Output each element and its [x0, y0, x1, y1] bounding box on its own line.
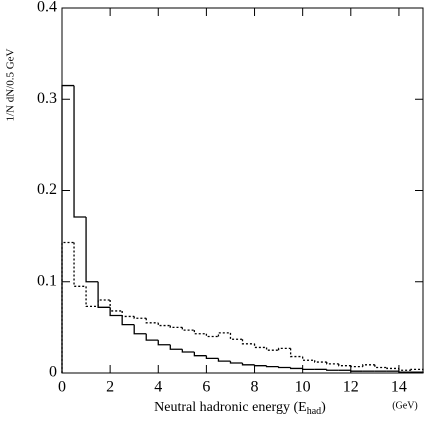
x-axis-label-main: Neutral hadronic energy (E: [154, 400, 307, 415]
y-tick-label: 0.3: [37, 90, 57, 107]
histogram-step: [85, 286, 99, 308]
histogram-step: [265, 347, 279, 351]
histogram-step: [61, 84, 75, 373]
histogram-step: [338, 363, 351, 367]
histogram-step: [169, 344, 183, 350]
histogram-step: [217, 332, 231, 337]
x-axis-label-sub: had: [307, 406, 321, 417]
histogram-step: [410, 368, 424, 373]
histogram-step: [109, 300, 123, 312]
histogram-step: [302, 356, 315, 361]
histogram-step: [217, 358, 231, 362]
y-tick-label: 0.2: [37, 181, 57, 198]
histogram-step: [314, 360, 327, 363]
histogram-step: [169, 325, 183, 329]
histogram-step: [121, 315, 135, 326]
x-tick-label: 6: [202, 379, 210, 396]
histogram-step: [241, 362, 255, 366]
histogram-step: [374, 364, 387, 369]
histogram-step: [289, 348, 303, 358]
histogram-step: [193, 352, 207, 357]
y-tick-label: 0.1: [37, 272, 57, 289]
histogram-step: [362, 364, 375, 367]
histogram-step: [229, 361, 243, 364]
histogram-step: [386, 367, 399, 370]
histogram-step: [326, 362, 339, 365]
histogram-step: [289, 367, 303, 370]
histogram-step: [145, 333, 159, 341]
histogram-step: [398, 368, 411, 371]
histogram-step: [205, 355, 219, 360]
histogram-step: [157, 322, 171, 327]
histogram-step: [133, 316, 147, 319]
x-tick-label: 8: [251, 379, 259, 396]
histogram-step: [157, 340, 171, 346]
histogram-step: [253, 343, 267, 349]
y-tick-label: 0: [49, 364, 57, 381]
histogram-step: [277, 347, 291, 351]
histogram-step: [326, 369, 339, 371]
histogram-step: [241, 339, 255, 345]
histogram-step: [61, 241, 75, 373]
histogram-step: [302, 368, 315, 370]
histogram-step: [350, 365, 363, 368]
histogram-step: [97, 281, 111, 308]
x-tick-label: 12: [343, 379, 359, 396]
histogram-step: [229, 332, 243, 340]
histogram-step: [109, 307, 123, 317]
histogram-step: [350, 370, 363, 372]
x-tick-label: 10: [295, 379, 311, 396]
histogram-step: [398, 371, 411, 373]
histogram-step: [265, 365, 279, 368]
histogram-step: [277, 366, 291, 369]
histogram-step: [253, 364, 267, 367]
histogram-step: [205, 333, 219, 338]
x-tick-label: 14: [391, 379, 407, 396]
y-tick-label: 0.4: [37, 0, 57, 16]
plot-frame: [61, 7, 424, 374]
x-tick-label: 2: [106, 379, 114, 396]
histogram-step: [121, 310, 135, 318]
histogram-step: [97, 299, 111, 307]
x-axis-label-end: ): [321, 400, 326, 415]
histogram-step: [85, 216, 99, 283]
x-axis-label: Neutral hadronic energy (Ehad): [154, 400, 326, 417]
x-axis-unit: (GeV): [392, 400, 418, 411]
histogram-step: [193, 330, 207, 335]
histogram-step: [181, 327, 195, 331]
y-axis-label: 1/N dN/0.5 GeV: [5, 48, 17, 121]
histogram-step: [181, 349, 195, 353]
histogram-step: [145, 318, 159, 324]
x-tick-label: 4: [154, 379, 162, 396]
x-tick-label: 0: [58, 379, 66, 396]
histogram-step: [73, 242, 87, 287]
histogram-step: [73, 85, 87, 218]
histogram-step: [133, 324, 147, 335]
